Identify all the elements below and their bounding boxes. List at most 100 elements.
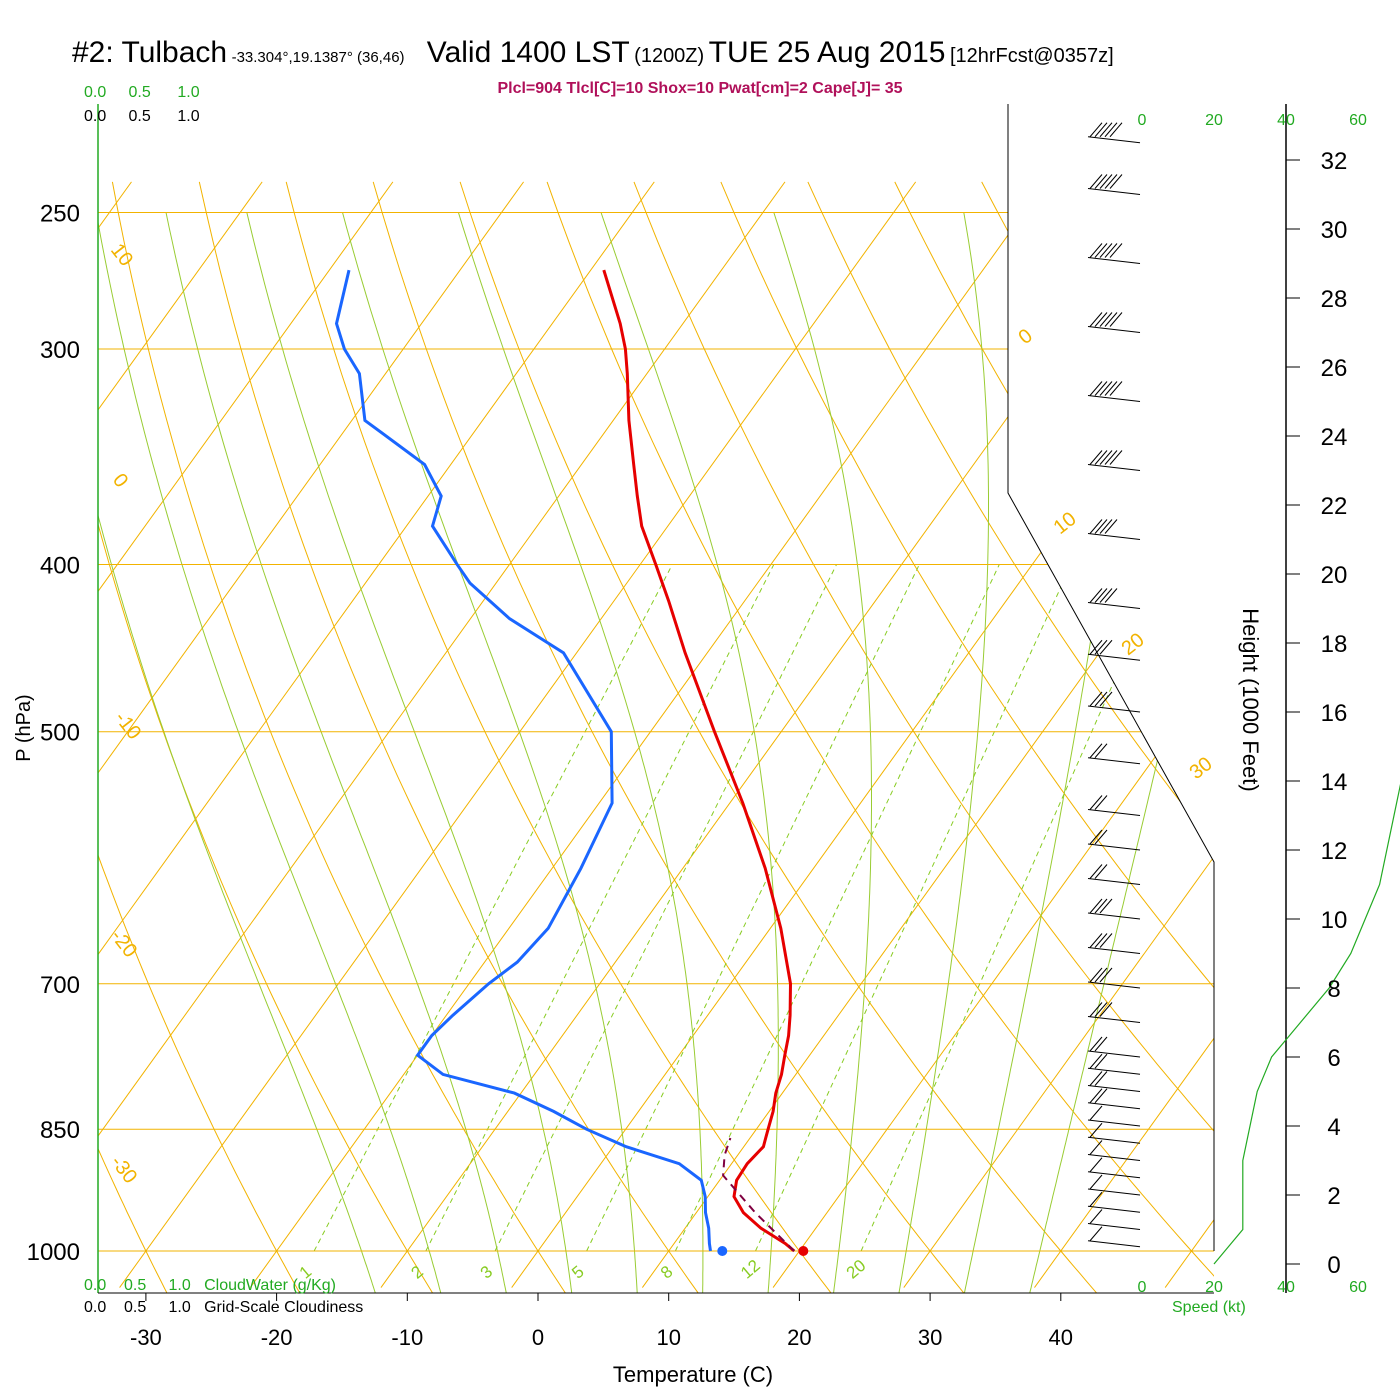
height-tick-label: 20	[1321, 562, 1348, 589]
wind-barb-flag	[1109, 174, 1123, 189]
mixing-ratio-line	[755, 564, 1072, 1252]
wind-barb-flag	[1099, 1002, 1113, 1017]
wind-barb-staff	[1087, 1119, 1141, 1127]
wind-barb	[1087, 1140, 1141, 1161]
wind-barb-flag	[1099, 639, 1113, 655]
wind-barb-flag	[1089, 1122, 1103, 1138]
wind-barb-flag	[1094, 829, 1108, 845]
cloudiness-tick: 0.5	[124, 1299, 147, 1316]
speed-tick-label-bottom: 20	[1205, 1279, 1223, 1296]
wind-barb-staff	[1087, 1016, 1141, 1023]
isotherm-label: 30	[1186, 753, 1217, 784]
wind-barb-flag	[1089, 967, 1103, 983]
cloudwater-tick: 1.0	[177, 84, 200, 101]
surface-temp-point	[798, 1246, 809, 1256]
mixing-ratio-label: 5	[568, 1262, 587, 1283]
wind-barb-flag	[1094, 1071, 1108, 1086]
wind-barb	[1087, 1122, 1141, 1144]
dry-adiabat-line	[372, 181, 966, 1293]
mixing-ratio-line	[674, 564, 1000, 1252]
wind-barb-flag	[1089, 1174, 1103, 1190]
wind-barb-flag	[1089, 1002, 1103, 1017]
cloudiness-tick: 0.5	[128, 108, 151, 125]
isotherm-label: 0	[108, 470, 132, 492]
pressure-tick-label: 850	[40, 1117, 80, 1144]
wind-barb	[1087, 795, 1141, 816]
dry-adiabat-line	[633, 181, 1214, 1293]
wind-barb-flag	[1109, 381, 1123, 396]
wind-barb-flag	[1109, 312, 1123, 327]
wind-barb-staff	[1087, 326, 1141, 333]
wind-barb-flag	[1094, 691, 1108, 707]
isotherm-label: 0	[1015, 325, 1037, 349]
dry-adiabat-line	[1068, 181, 1214, 1293]
dry-adiabat-line	[546, 181, 1214, 1293]
moist-adiabat-line	[98, 212, 442, 1293]
wind-barbs	[1087, 122, 1141, 1248]
wind-barb-flag	[1094, 1088, 1108, 1104]
cloudwater-tick: 0.5	[128, 84, 151, 101]
wind-barb-flag	[1094, 639, 1108, 655]
wind-barb-flag	[1104, 174, 1118, 189]
wind-barb-flag	[1094, 588, 1108, 603]
wind-barb	[1087, 312, 1141, 333]
wind-barb-flag	[1089, 829, 1103, 845]
x-tick-label: 10	[656, 1325, 680, 1350]
wind-barb-flag	[1089, 381, 1103, 396]
height-tick-label: 10	[1321, 907, 1348, 934]
wind-barb-staff	[1087, 653, 1141, 661]
wind-barb-flag	[1099, 933, 1113, 948]
wind-barb-flag	[1089, 864, 1103, 879]
wind-barb-staff	[1087, 1102, 1141, 1110]
wind-barb-staff	[1087, 757, 1141, 765]
isotherm-line	[380, 181, 1178, 1288]
height-tick-label: 8	[1327, 976, 1340, 1003]
height-tick-label: 4	[1327, 1114, 1340, 1141]
wind-barb	[1087, 1226, 1141, 1248]
dry-adiabat-line	[198, 181, 700, 1293]
wind-barb	[1087, 450, 1141, 471]
wind-barb-flag	[1089, 639, 1103, 655]
mixing-ratio-label: 12	[737, 1256, 764, 1283]
wind-barb-staff	[1087, 188, 1141, 195]
wind-barb	[1087, 1071, 1141, 1092]
wind-barb-flag	[1089, 1088, 1103, 1104]
cloudwater-tick: 0.5	[124, 1277, 147, 1294]
wind-barb-flag	[1089, 1053, 1103, 1069]
wind-barb-flag	[1089, 1209, 1103, 1224]
wind-barb-staff	[1087, 464, 1141, 471]
wind-barb-flag	[1089, 450, 1103, 465]
wind-barb-flag	[1099, 967, 1113, 983]
height-tick-label: 2	[1327, 1183, 1340, 1210]
isotherm-label: 10	[1050, 508, 1081, 539]
wind-barb-flag	[1099, 243, 1113, 258]
cloudiness-top-ticks: 0.0 0.5 1.0	[84, 108, 200, 126]
wind-barb-flag	[1104, 588, 1118, 603]
wind-barb-flag	[1089, 243, 1103, 258]
wind-barb-staff	[1087, 1240, 1141, 1248]
height-tick-label: 0	[1327, 1252, 1340, 1279]
isotherm-line	[511, 181, 1214, 1288]
wind-barb-flag	[1089, 898, 1103, 914]
wind-barb-staff	[1087, 1205, 1141, 1213]
isotherm-label: 10	[106, 240, 137, 271]
x-tick-label: 20	[787, 1325, 811, 1350]
wind-barb-flag	[1099, 381, 1113, 396]
wind-barb-flag	[1094, 122, 1108, 138]
mixing-ratio-label: 8	[657, 1262, 676, 1283]
cloudiness-tick: 1.0	[168, 1299, 191, 1316]
wind-barb-flag	[1094, 864, 1108, 879]
wind-barb-flag	[1089, 933, 1103, 948]
isotherm-label: 20	[1118, 629, 1149, 660]
pressure-tick-label: 300	[40, 337, 80, 364]
speed-tick-label-top: 0	[1138, 112, 1147, 129]
dry-adiabat-line	[98, 181, 435, 1293]
wind-barb-flag	[1094, 174, 1108, 189]
mixing-ratio-line	[860, 564, 1167, 1252]
wind-barb-flag	[1109, 122, 1123, 138]
wind-barb	[1087, 588, 1141, 609]
wind-barb-staff	[1087, 602, 1141, 609]
isotherm-line	[98, 181, 786, 1288]
wind-barb-staff	[1087, 1223, 1141, 1230]
